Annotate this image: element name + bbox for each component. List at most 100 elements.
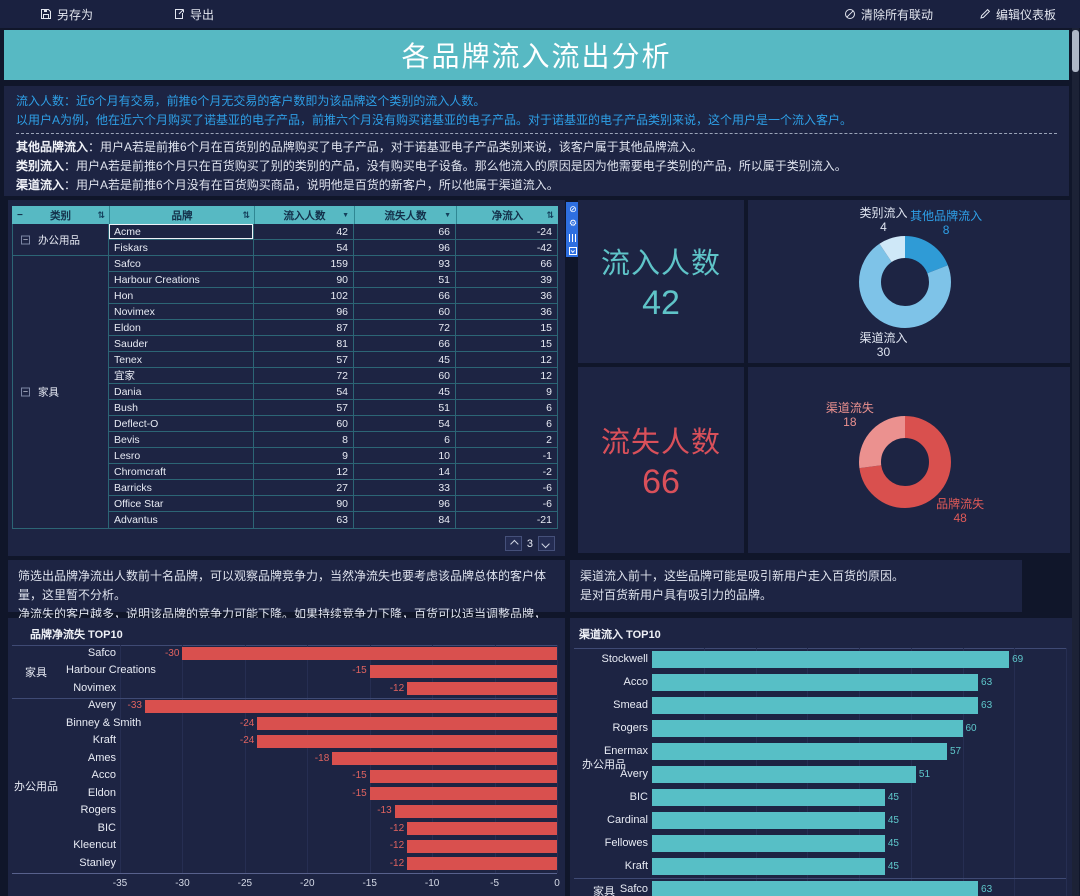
bar-Eldon[interactable] bbox=[369, 787, 557, 801]
bar-Kraft[interactable] bbox=[652, 858, 885, 875]
bar-Ames[interactable] bbox=[332, 752, 557, 766]
collapse-all-icon[interactable]: − bbox=[17, 209, 23, 221]
brand-cell[interactable]: Bevis bbox=[109, 432, 254, 448]
filter-icon[interactable]: ▼ bbox=[444, 211, 451, 219]
table-row[interactable]: Bush 57 51 6 bbox=[109, 400, 557, 416]
bar-Harbour Creations[interactable] bbox=[369, 664, 557, 678]
bar-Rogers[interactable] bbox=[394, 804, 557, 818]
bar-Smead[interactable] bbox=[652, 697, 979, 714]
brand-cell[interactable]: Fiskars bbox=[109, 240, 254, 256]
page-scrollbar[interactable] bbox=[1072, 28, 1079, 896]
table-row[interactable]: Advantus 63 84 -21 bbox=[109, 512, 557, 528]
bar-Kleencut[interactable] bbox=[407, 839, 557, 853]
value-cell[interactable]: 8 bbox=[254, 432, 354, 448]
column-header-0[interactable]: − 类别 ⇅ bbox=[12, 206, 110, 224]
table-row[interactable]: Safco 159 93 66 bbox=[109, 256, 557, 272]
brand-cell[interactable]: Barricks bbox=[109, 480, 254, 496]
brand-cell[interactable]: 宜家 bbox=[109, 368, 254, 384]
value-cell[interactable]: 60 bbox=[254, 416, 354, 432]
table-row[interactable]: Eldon 87 72 15 bbox=[109, 320, 557, 336]
value-cell[interactable]: 72 bbox=[254, 368, 354, 384]
value-cell[interactable]: 87 bbox=[254, 320, 354, 336]
bar-BIC[interactable] bbox=[407, 822, 557, 836]
edit-dashboard-button[interactable]: 编辑仪表板 bbox=[969, 0, 1066, 28]
value-cell[interactable]: 63 bbox=[254, 512, 354, 528]
donut-slice-类别流入[interactable] bbox=[859, 236, 951, 328]
value-cell[interactable]: 66 bbox=[456, 256, 557, 272]
brand-cell[interactable]: Harbour Creations bbox=[109, 272, 254, 288]
bar-Binney & Smith[interactable] bbox=[257, 717, 557, 731]
collapse-group-icon[interactable]: − bbox=[21, 234, 30, 244]
value-cell[interactable]: 96 bbox=[354, 240, 456, 256]
value-cell[interactable]: 96 bbox=[254, 304, 354, 320]
value-cell[interactable]: -1 bbox=[456, 448, 557, 464]
sort-icon[interactable]: ⇅ bbox=[97, 209, 105, 220]
value-cell[interactable]: 51 bbox=[354, 272, 456, 288]
brand-cell[interactable]: Acme bbox=[109, 224, 254, 240]
table-row[interactable]: Dania 54 45 9 bbox=[109, 384, 557, 400]
value-cell[interactable]: 90 bbox=[254, 496, 354, 512]
value-cell[interactable]: 6 bbox=[456, 416, 557, 432]
bar-Safco[interactable] bbox=[182, 647, 557, 661]
brand-cell[interactable]: Tenex bbox=[109, 352, 254, 368]
brand-cell[interactable]: Lesro bbox=[109, 448, 254, 464]
value-cell[interactable]: 54 bbox=[354, 416, 456, 432]
bar-Avery[interactable] bbox=[652, 766, 916, 783]
value-cell[interactable]: 84 bbox=[354, 512, 456, 528]
donut-slice-渠道流入[interactable] bbox=[859, 236, 951, 328]
value-cell[interactable]: -2 bbox=[456, 464, 557, 480]
table-row[interactable]: Sauder 81 66 15 bbox=[109, 336, 557, 352]
bar-Avery[interactable] bbox=[144, 699, 557, 713]
filter-icon[interactable]: ▼ bbox=[342, 211, 349, 219]
value-cell[interactable]: 60 bbox=[354, 368, 456, 384]
table-row[interactable]: Chromcraft 12 14 -2 bbox=[109, 464, 557, 480]
brand-cell[interactable]: Deflect-O bbox=[109, 416, 254, 432]
value-cell[interactable]: 60 bbox=[354, 304, 456, 320]
value-cell[interactable]: 54 bbox=[254, 240, 354, 256]
brand-cell[interactable]: Novimex bbox=[109, 304, 254, 320]
value-cell[interactable]: -42 bbox=[456, 240, 557, 256]
brand-cell[interactable]: Sauder bbox=[109, 336, 254, 352]
pager-down-button[interactable] bbox=[538, 536, 555, 551]
value-cell[interactable]: 33 bbox=[354, 480, 456, 496]
value-cell[interactable]: 36 bbox=[456, 288, 557, 304]
value-cell[interactable]: 12 bbox=[456, 368, 557, 384]
table-row[interactable]: Fiskars 54 96 -42 bbox=[109, 240, 557, 256]
table-category-cell[interactable]: − 家具 bbox=[13, 256, 108, 528]
bar-Rogers[interactable] bbox=[652, 720, 963, 737]
value-cell[interactable]: 12 bbox=[254, 464, 354, 480]
bar-Cardinal[interactable] bbox=[652, 812, 885, 829]
gear-icon[interactable]: ⚙ bbox=[568, 218, 578, 228]
value-cell[interactable]: 42 bbox=[254, 224, 354, 240]
donut-slice-渠道流失[interactable] bbox=[859, 416, 951, 508]
bar-Kraft[interactable] bbox=[257, 734, 557, 748]
value-cell[interactable]: -6 bbox=[456, 496, 557, 512]
value-cell[interactable]: 9 bbox=[456, 384, 557, 400]
brand-cell[interactable]: Eldon bbox=[109, 320, 254, 336]
filter-bars-icon[interactable] bbox=[569, 234, 577, 242]
save-as-button[interactable]: 另存为 bbox=[30, 0, 103, 28]
brand-cell[interactable]: Hon bbox=[109, 288, 254, 304]
value-cell[interactable]: 93 bbox=[354, 256, 456, 272]
value-cell[interactable]: 9 bbox=[254, 448, 354, 464]
bar-Enermax[interactable] bbox=[652, 743, 947, 760]
value-cell[interactable]: 81 bbox=[254, 336, 354, 352]
value-cell[interactable]: 51 bbox=[354, 400, 456, 416]
value-cell[interactable]: 54 bbox=[254, 384, 354, 400]
sort-icon[interactable]: ⇅ bbox=[242, 209, 250, 220]
bar-Acco[interactable] bbox=[652, 674, 979, 691]
value-cell[interactable]: 36 bbox=[456, 304, 557, 320]
value-cell[interactable]: 96 bbox=[354, 496, 456, 512]
column-header-3[interactable]: 流失人数 ▼ bbox=[355, 206, 457, 224]
value-cell[interactable]: 2 bbox=[456, 432, 557, 448]
column-header-4[interactable]: 净流入 ⇅ bbox=[457, 206, 558, 224]
column-header-1[interactable]: 品牌 ⇅ bbox=[110, 206, 255, 224]
disable-linkage-icon[interactable]: ⊘ bbox=[569, 204, 577, 214]
bar-BIC[interactable] bbox=[652, 789, 885, 806]
value-cell[interactable]: -24 bbox=[456, 224, 557, 240]
value-cell[interactable]: 66 bbox=[354, 336, 456, 352]
value-cell[interactable]: 39 bbox=[456, 272, 557, 288]
bar-Novimex[interactable] bbox=[407, 682, 557, 696]
value-cell[interactable]: 27 bbox=[254, 480, 354, 496]
table-row[interactable]: Harbour Creations 90 51 39 bbox=[109, 272, 557, 288]
